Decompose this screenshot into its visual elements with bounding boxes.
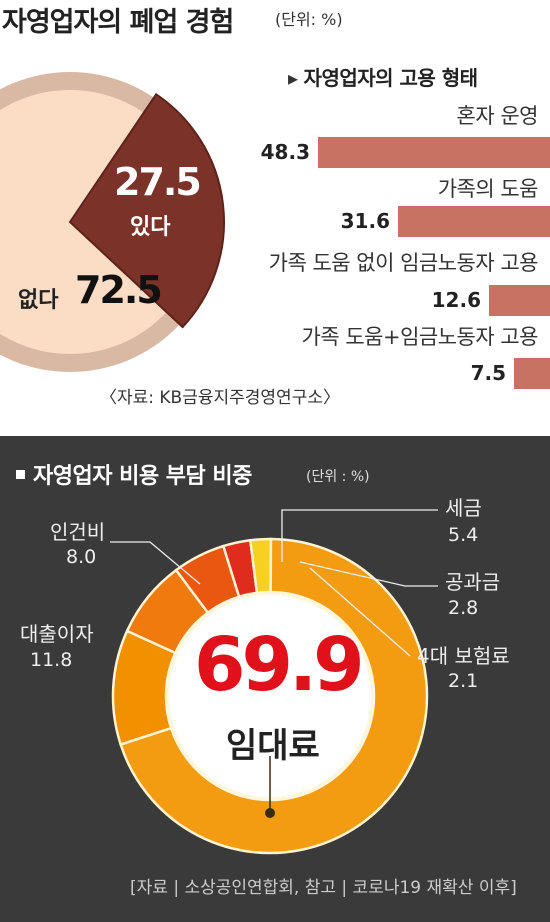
pie-yes-label: 있다 [130,215,171,240]
employment-title-text: 자영업자의 고용 형태 [303,66,479,90]
closure-title: 자영업자의 폐업 경험 [2,7,234,38]
employment-bar-2 [489,285,550,316]
closure-experience-panel: 자영업자의 폐업 경험 (단위: %) 27.5 있다 없다 72.5 ▸ 자영업… [0,0,550,436]
employment-title: ▸ 자영업자의 고용 형태 [288,62,478,91]
employment-bar-0 [318,137,550,168]
square-bullet-icon [16,469,25,479]
employment-value-2: 12.6 [431,288,481,312]
employment-bar-1 [398,206,550,237]
donut-label-loan: 대출이자 [20,622,94,646]
cost-donut-chart [110,509,438,855]
closure-source: 〈자료: KB금융지주경영연구소〉 [100,388,340,408]
employment-value-3: 7.5 [470,361,506,385]
leader-line-utility [299,561,438,587]
leader-line-insurance [309,567,411,657]
employment-label-0: 혼자 운영 [456,104,539,128]
leader-line-labor [110,541,201,585]
pie-slice-yes [68,92,225,329]
chevron-right-icon: ▸ [288,66,298,90]
donut-value-utility: 2.8 [448,597,479,619]
employment-value-1: 31.6 [340,209,390,233]
pie-no-value: 72.5 [75,268,163,312]
pie-no-label: 없다 [18,288,59,313]
pie-slice-no [0,90,167,354]
donut-label-labor: 인건비 [50,520,106,544]
donut-label-utility: 공과금 [445,570,501,594]
leader-dot-rent [265,808,275,818]
cost-burden-panel: 자영업자 비용 부담 비중 (단위 : %) 인건비 8.0 대출이자 11.8… [0,436,550,922]
employment-label-2: 가족 도움 없이 임금노동자 고용 [268,251,539,275]
employment-bar-3 [514,358,550,389]
donut-value-insurance: 2.1 [448,670,479,692]
pie-yes-value: 27.5 [114,160,202,204]
cost-title-text: 자영업자 비용 부담 비중 [33,464,252,489]
donut-label-tax: 세금 [445,496,482,520]
donut-value-tax: 5.4 [448,524,479,546]
donut-value-loan: 11.8 [30,649,73,671]
employment-label-1: 가족의 도움 [437,177,539,201]
cost-title: 자영업자 비용 부담 비중 [16,458,252,490]
employment-value-0: 48.3 [260,140,310,164]
cost-source: [자료 | 소상공인연합회, 참고 | 코로나19 재확산 이후] [130,878,517,898]
leader-line-tax [281,509,438,562]
donut-label-rent: 임대료 [226,726,320,766]
donut-value-labor: 8.0 [66,546,97,568]
donut-value-rent: 69.9 [194,622,365,708]
closure-pie-chart [0,72,225,372]
donut-label-insurance: 4대 보험료 [417,644,510,668]
employment-label-3: 가족 도움+임금노동자 고용 [301,325,539,349]
closure-unit: (단위: %) [275,10,343,29]
cost-unit: (단위 : %) [306,469,370,485]
